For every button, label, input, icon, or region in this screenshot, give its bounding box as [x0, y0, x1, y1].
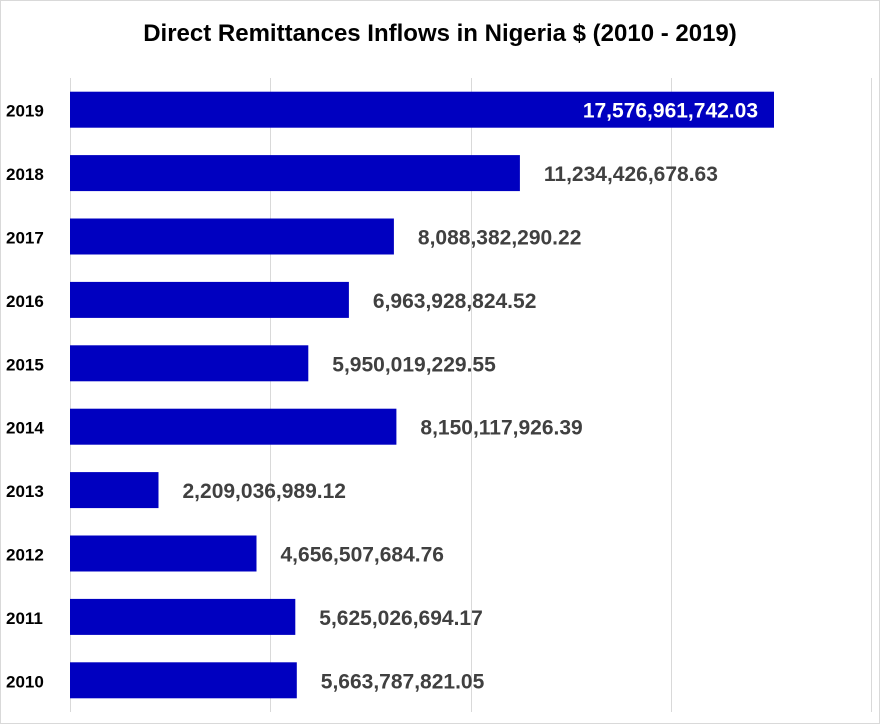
value-label-2019: 17,576,961,742.03 — [583, 100, 758, 123]
category-label-2014: 2014 — [6, 419, 44, 438]
value-label-2014: 8,150,117,926.39 — [420, 417, 582, 440]
bar-2019 — [70, 91, 774, 128]
bar-2012 — [70, 535, 257, 572]
category-label-2016: 2016 — [6, 292, 44, 311]
value-label-2018: 11,234,426,678.63 — [544, 163, 718, 186]
category-label-2012: 2012 — [6, 546, 44, 565]
value-label-2016: 6,963,928,824.52 — [373, 290, 537, 313]
value-label-2010: 5,663,787,821.05 — [321, 670, 485, 693]
bar-2010 — [70, 662, 297, 699]
value-label-2011: 5,625,026,694.17 — [319, 607, 483, 630]
bar-2018 — [70, 155, 520, 192]
value-label-2012: 4,656,507,684.76 — [281, 544, 445, 567]
value-label-2013: 2,209,036,989.12 — [183, 480, 347, 503]
category-label-2013: 2013 — [6, 482, 44, 501]
bar-2014 — [70, 408, 397, 445]
category-label-2017: 2017 — [6, 229, 44, 248]
category-label-2015: 2015 — [6, 355, 44, 374]
value-label-2017: 8,088,382,290.22 — [418, 227, 582, 250]
value-label-2015: 5,950,019,229.55 — [332, 353, 496, 376]
bar-2017 — [70, 218, 394, 255]
category-label-2011: 2011 — [6, 609, 43, 628]
category-label-2018: 2018 — [6, 165, 44, 184]
bar-2011 — [70, 598, 296, 635]
category-label-2010: 2010 — [6, 672, 44, 691]
chart-title: Direct Remittances Inflows in Nigeria $ … — [143, 20, 737, 47]
bar-2016 — [70, 281, 349, 318]
category-label-2019: 2019 — [6, 102, 44, 121]
bar-2013 — [70, 472, 159, 509]
bar-2015 — [70, 345, 309, 382]
